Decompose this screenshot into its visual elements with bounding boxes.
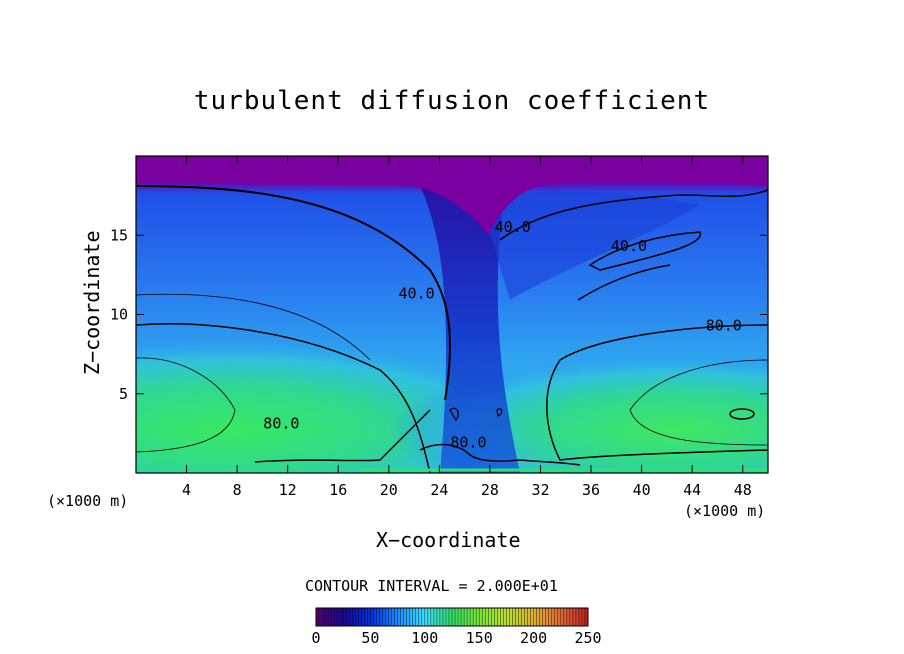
colorbar-tick-label: 200	[520, 629, 547, 647]
y-axis-title: Z−coordinate	[80, 230, 104, 376]
colorbar-tick-label: 0	[311, 629, 320, 647]
x-unit-left: (×1000 m)	[47, 492, 129, 510]
x-tick-label: 12	[279, 481, 297, 499]
contour-label: 80.0	[450, 434, 486, 452]
x-tick-label: 44	[683, 481, 701, 499]
x-tick-label: 28	[481, 481, 499, 499]
x-tick-label: 8	[233, 481, 242, 499]
x-tick-label: 20	[380, 481, 398, 499]
x-axis-title: X−coordinate	[376, 528, 521, 552]
colorbar-tick-label: 100	[411, 629, 438, 647]
y-axis-ticks: 5 10 15	[110, 226, 768, 403]
contour-label: 40.0	[399, 285, 435, 303]
contour-label: 40.0	[611, 237, 647, 255]
y-tick-label: 10	[110, 306, 128, 324]
colorbar: 0 50 100 150 200 250	[311, 607, 602, 647]
x-tick-label: 40	[633, 481, 651, 499]
colorbar-tick-label: 50	[361, 629, 379, 647]
y-tick-label: 5	[119, 385, 128, 403]
x-tick-label: 48	[734, 481, 752, 499]
heatmap-field	[136, 156, 768, 473]
x-tick-label: 4	[182, 481, 191, 499]
contour-interval-text: CONTOUR INTERVAL = 2.000E+01	[305, 577, 558, 595]
x-unit-right: (×1000 m)	[684, 502, 766, 520]
contour-label: 40.0	[495, 218, 531, 236]
x-tick-label: 32	[531, 481, 549, 499]
contour-labels: 40.0 40.0 40.0 80.0 80.0 80.0	[263, 218, 742, 452]
x-tick-label: 24	[430, 481, 448, 499]
contour-label: 80.0	[263, 415, 299, 433]
y-tick-label: 15	[110, 226, 128, 244]
x-tick-label: 36	[582, 481, 600, 499]
x-tick-label: 16	[329, 481, 347, 499]
x-axis-ticks: 4 8 12 16 20 24 28 32 36 40 44 48	[182, 156, 752, 499]
contour-label: 80.0	[706, 316, 742, 334]
colorbar-tick-label: 250	[574, 629, 601, 647]
chart-title: turbulent diffusion coefficient	[193, 86, 711, 116]
colorbar-tick-label: 150	[466, 629, 493, 647]
